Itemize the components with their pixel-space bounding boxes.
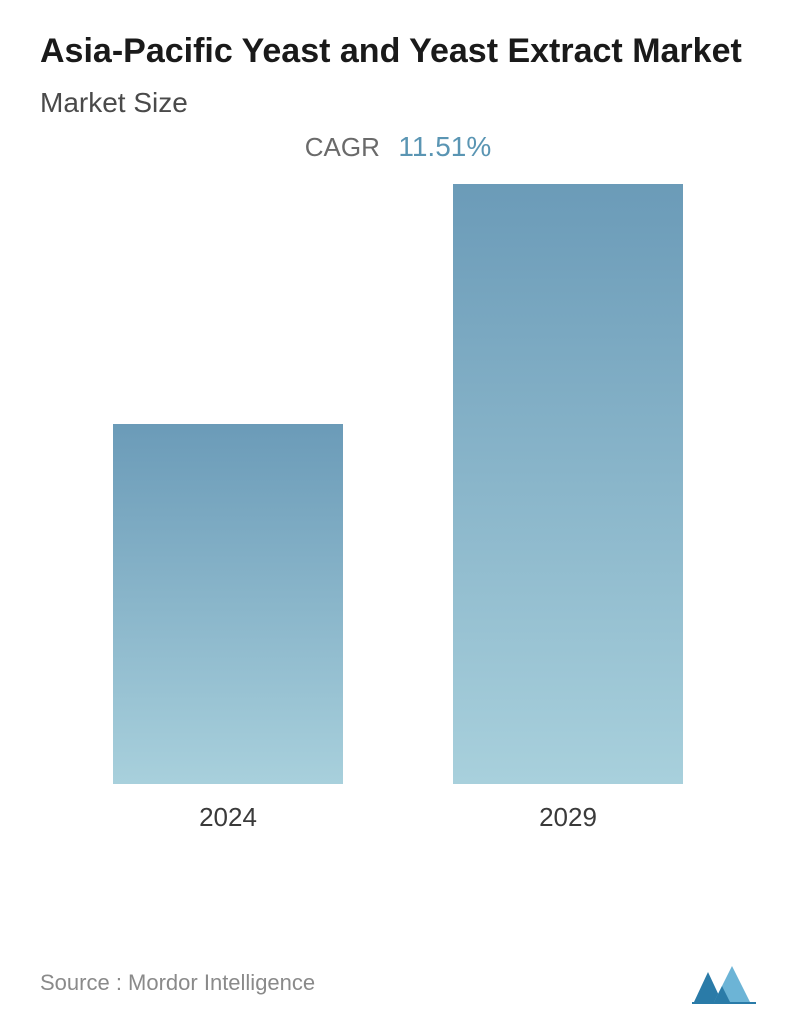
bar-group-1: 2029: [453, 184, 683, 833]
bar-group-0: 2024: [113, 424, 343, 833]
source-text: Source : Mordor Intelligence: [40, 970, 315, 996]
bar-2029: [453, 184, 683, 784]
cagr-label: CAGR: [305, 132, 380, 162]
footer: Source : Mordor Intelligence: [40, 962, 756, 1004]
cagr-value: 11.51%: [398, 131, 491, 162]
chart-title: Asia-Pacific Yeast and Yeast Extract Mar…: [40, 30, 756, 73]
mordor-logo-icon: [692, 962, 756, 1004]
chart-area: 2024 2029: [40, 193, 756, 833]
cagr-row: CAGR 11.51%: [40, 131, 756, 163]
bar-label-0: 2024: [199, 802, 257, 833]
bar-label-1: 2029: [539, 802, 597, 833]
bar-2024: [113, 424, 343, 784]
chart-subtitle: Market Size: [40, 87, 756, 119]
